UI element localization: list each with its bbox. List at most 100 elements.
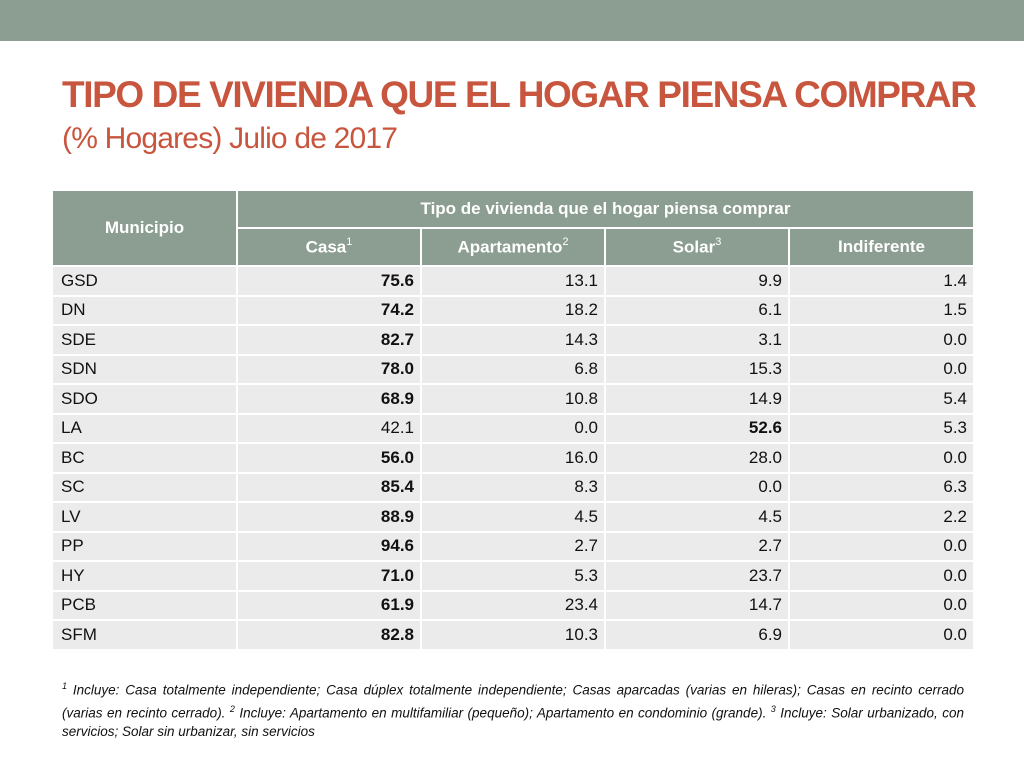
- table-row: PP 94.6 2.7 2.7 0.0: [51, 530, 976, 562]
- cell-value: 5.3: [787, 412, 976, 444]
- cell-value: 14.3: [420, 324, 606, 356]
- cell-value: 0.0: [787, 324, 976, 356]
- column-header-solar: Solar3: [604, 227, 790, 267]
- footnote-marker-3: 3: [770, 703, 776, 714]
- title-subtitle: (% Hogares) Julio de 2017: [62, 122, 398, 155]
- footnote: 1 Incluye: Casa totalmente independiente…: [62, 677, 964, 741]
- cell-municipio: SC: [51, 471, 238, 503]
- title-main: TIPO DE VIVIENDA QUE EL HOGAR PIENSA COM…: [62, 74, 977, 115]
- cell-value: 0.0: [787, 353, 976, 385]
- cell-value: 82.7: [236, 324, 422, 356]
- footnote-text-3: Incluye: Solar urbanizado, con servicios…: [62, 705, 964, 739]
- column-header-footnote-marker: 2: [562, 235, 569, 248]
- table-row: BC 56.0 16.0 28.0 0.0: [51, 442, 976, 474]
- cell-value: 0.0: [604, 471, 790, 503]
- cell-value: 6.1: [604, 294, 790, 326]
- cell-value: 68.9: [236, 383, 422, 415]
- column-header-footnote-marker: 1: [346, 235, 353, 248]
- cell-value: 16.0: [420, 442, 606, 474]
- footnote-marker-2: 2: [229, 703, 235, 714]
- column-header-label: Solar: [672, 237, 716, 257]
- cell-value: 74.2: [236, 294, 422, 326]
- cell-value: 1.5: [787, 294, 976, 326]
- cell-value: 2.7: [420, 530, 606, 562]
- cell-value: 10.8: [420, 383, 606, 415]
- cell-value: 85.4: [236, 471, 422, 503]
- footnote-text-2: Incluye: Apartamento en multifamiliar (p…: [234, 705, 771, 720]
- cell-value: 1.4: [787, 265, 976, 297]
- cell-value: 4.5: [604, 501, 790, 533]
- table-row: GSD 75.6 13.1 9.9 1.4: [51, 265, 976, 297]
- cell-value: 14.9: [604, 383, 790, 415]
- cell-value: 18.2: [420, 294, 606, 326]
- cell-value: 10.3: [420, 619, 606, 651]
- cell-value: 13.1: [420, 265, 606, 297]
- cell-municipio: BC: [51, 442, 238, 474]
- cell-value: 0.0: [420, 412, 606, 444]
- column-header-label: Apartamento: [457, 237, 563, 257]
- cell-value: 14.7: [604, 589, 790, 621]
- cell-municipio: SFM: [51, 619, 238, 651]
- column-header-label: Casa: [305, 237, 347, 257]
- table-row: SDO 68.9 10.8 14.9 5.4: [51, 383, 976, 415]
- cell-value: 3.1: [604, 324, 790, 356]
- footnote-text-1: Incluye: Casa totalmente independiente; …: [62, 682, 964, 721]
- cell-value: 5.3: [420, 560, 606, 592]
- cell-municipio: GSD: [51, 265, 238, 297]
- cell-value: 88.9: [236, 501, 422, 533]
- cell-value: 4.5: [420, 501, 606, 533]
- table-row: PCB 61.9 23.4 14.7 0.0: [51, 589, 976, 621]
- cell-value: 56.0: [236, 442, 422, 474]
- cell-value: 0.0: [787, 530, 976, 562]
- column-header-label: Indiferente: [838, 237, 925, 256]
- table-row: SDN 78.0 6.8 15.3 0.0: [51, 353, 976, 385]
- header-municipio: Municipio: [51, 189, 238, 267]
- cell-value: 94.6: [236, 530, 422, 562]
- cell-value: 61.9: [236, 589, 422, 621]
- cell-value: 23.4: [420, 589, 606, 621]
- cell-value: 5.4: [787, 383, 976, 415]
- table-row: HY 71.0 5.3 23.7 0.0: [51, 560, 976, 592]
- table-row: SDE 82.7 14.3 3.1 0.0: [51, 324, 976, 356]
- cell-value: 6.9: [604, 619, 790, 651]
- cell-value: 75.6: [236, 265, 422, 297]
- cell-municipio: SDO: [51, 383, 238, 415]
- cell-value: 2.7: [604, 530, 790, 562]
- cell-municipio: HY: [51, 560, 238, 592]
- cell-value: 82.8: [236, 619, 422, 651]
- cell-municipio: DN: [51, 294, 238, 326]
- cell-value: 28.0: [604, 442, 790, 474]
- cell-value: 42.1: [236, 412, 422, 444]
- page-title: TIPO DE VIVIENDA QUE EL HOGAR PIENSA COM…: [62, 74, 982, 159]
- cell-value: 8.3: [420, 471, 606, 503]
- cell-value: 6.3: [787, 471, 976, 503]
- table-row: LA 42.1 0.0 52.6 5.3: [51, 412, 976, 444]
- cell-value: 15.3: [604, 353, 790, 385]
- cell-value: 9.9: [604, 265, 790, 297]
- cell-value: 23.7: [604, 560, 790, 592]
- cell-municipio: LA: [51, 412, 238, 444]
- cell-value: 52.6: [604, 412, 790, 444]
- cell-value: 0.0: [787, 442, 976, 474]
- cell-municipio: SDN: [51, 353, 238, 385]
- table-row: LV 88.9 4.5 4.5 2.2: [51, 501, 976, 533]
- footnote-marker-1: 1: [62, 681, 68, 691]
- cell-value: 0.0: [787, 589, 976, 621]
- cell-value: 2.2: [787, 501, 976, 533]
- table-row: SC 85.4 8.3 0.0 6.3: [51, 471, 976, 503]
- table-row: DN 74.2 18.2 6.1 1.5: [51, 294, 976, 326]
- cell-municipio: PP: [51, 530, 238, 562]
- housing-type-table: Municipio Tipo de vivienda que el hogar …: [51, 189, 976, 651]
- column-header-casa: Casa1: [236, 227, 422, 267]
- column-header-footnote-marker: 3: [715, 235, 722, 248]
- cell-value: 0.0: [787, 560, 976, 592]
- header-group: Tipo de vivienda que el hogar piensa com…: [235, 189, 976, 229]
- cell-value: 78.0: [236, 353, 422, 385]
- cell-municipio: SDE: [51, 324, 238, 356]
- cell-municipio: PCB: [51, 589, 238, 621]
- table-body: GSD 75.6 13.1 9.9 1.4 DN 74.2 18.2 6.1 1.5 SDE 82.7…: [51, 265, 976, 651]
- cell-municipio: LV: [51, 501, 238, 533]
- cell-value: 6.8: [420, 353, 606, 385]
- column-header-row: Casa1 Apartamento2 Solar3 Indiferente: [52, 227, 976, 267]
- cell-value: 0.0: [787, 619, 976, 651]
